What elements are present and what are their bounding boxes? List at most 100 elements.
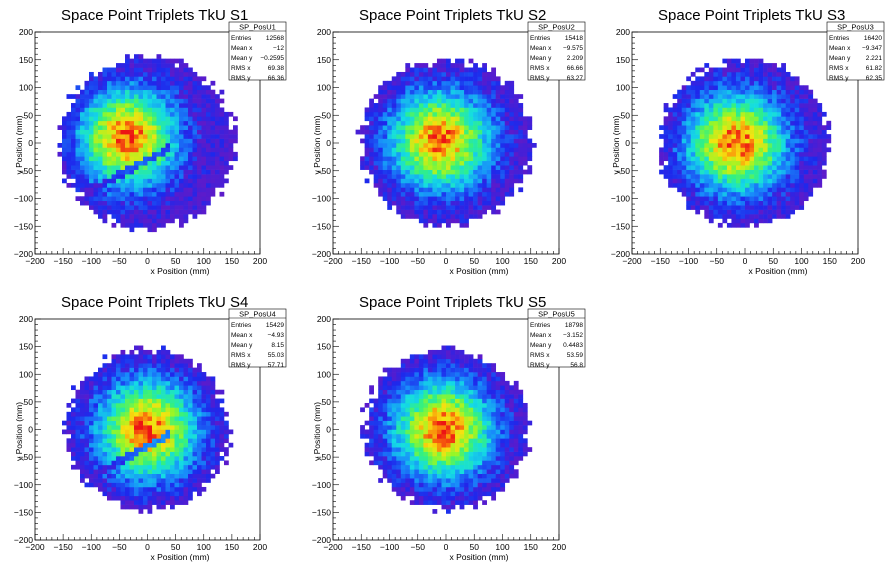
heatmap-cell bbox=[170, 372, 175, 377]
heatmap-cell bbox=[188, 456, 193, 461]
heatmap-cell bbox=[71, 103, 76, 108]
heatmap-cell bbox=[441, 58, 447, 64]
heatmap-cell bbox=[663, 143, 669, 148]
heatmap-cell bbox=[174, 138, 180, 144]
heatmap-cell bbox=[803, 85, 809, 91]
heatmap-cell bbox=[663, 151, 669, 157]
heatmap-cell bbox=[152, 464, 157, 470]
heatmap-cell bbox=[500, 178, 506, 184]
heatmap-cell bbox=[794, 205, 800, 210]
heatmap-cell bbox=[441, 134, 447, 139]
heatmap-cell bbox=[138, 478, 144, 483]
heatmap-cell bbox=[699, 107, 705, 113]
heatmap-cell bbox=[522, 116, 528, 122]
heatmap-cell bbox=[468, 111, 474, 117]
heatmap-cell bbox=[378, 160, 384, 166]
heatmap-cell bbox=[84, 469, 90, 474]
heatmap-cell bbox=[455, 165, 460, 170]
heatmap-cell bbox=[215, 151, 220, 157]
heatmap-cell bbox=[699, 138, 705, 144]
heatmap-cell bbox=[192, 156, 198, 162]
heatmap-cell bbox=[726, 160, 732, 166]
heatmap-cell bbox=[409, 187, 415, 193]
heatmap-cell bbox=[80, 156, 85, 162]
heatmap-cell bbox=[71, 174, 76, 179]
heatmap-cell bbox=[134, 120, 139, 126]
heatmap-cell bbox=[436, 200, 442, 206]
heatmap-cell bbox=[754, 222, 759, 228]
heatmap-cell bbox=[161, 143, 166, 148]
heatmap-cell bbox=[763, 182, 768, 188]
heatmap-cell bbox=[726, 182, 732, 188]
heatmap-cell bbox=[102, 147, 108, 153]
heatmap-cell bbox=[441, 191, 447, 197]
heatmap-cell bbox=[116, 416, 121, 421]
heatmap-cell bbox=[116, 380, 121, 386]
heatmap-cell bbox=[373, 429, 379, 435]
heatmap-cell bbox=[364, 178, 370, 184]
heatmap-cell bbox=[161, 376, 166, 382]
heatmap-cell bbox=[161, 196, 166, 202]
heatmap-cell bbox=[143, 80, 148, 86]
heatmap-cell bbox=[387, 178, 393, 184]
heatmap-cell bbox=[708, 80, 714, 86]
heatmap-cell bbox=[152, 111, 157, 117]
heatmap-cell bbox=[785, 76, 791, 82]
heatmap-cell bbox=[116, 442, 121, 448]
heatmap-cell bbox=[152, 451, 157, 457]
heatmap-cell bbox=[459, 76, 465, 82]
heatmap-cell bbox=[84, 116, 90, 122]
heatmap-cell bbox=[369, 134, 374, 139]
heatmap-cell bbox=[418, 107, 424, 113]
x-tick-label: −150 bbox=[54, 256, 73, 266]
heatmap-cell bbox=[215, 411, 220, 417]
heatmap-cell bbox=[188, 367, 193, 373]
heatmap-cell bbox=[754, 111, 759, 117]
heatmap-cell bbox=[129, 94, 135, 99]
heatmap-cell bbox=[518, 165, 524, 170]
heatmap-cell bbox=[170, 358, 175, 364]
heatmap-cell bbox=[677, 151, 683, 157]
heatmap-cell bbox=[170, 80, 175, 86]
heatmap-cell bbox=[812, 147, 818, 153]
heatmap-cell bbox=[726, 156, 732, 162]
heatmap-cell bbox=[758, 209, 764, 215]
heatmap-cell bbox=[147, 156, 153, 162]
heatmap-cell bbox=[179, 165, 184, 170]
heatmap-cell bbox=[219, 429, 225, 435]
heatmap-cell bbox=[803, 134, 809, 139]
heatmap-cell bbox=[518, 187, 524, 193]
heatmap-cell bbox=[713, 205, 719, 210]
heatmap-cell bbox=[161, 389, 166, 395]
heatmap-cell bbox=[89, 438, 94, 444]
heatmap-cell bbox=[192, 464, 198, 470]
heatmap-cell bbox=[156, 103, 162, 108]
heatmap-cell bbox=[161, 182, 166, 188]
heatmap-cell bbox=[817, 103, 823, 108]
heatmap-cell bbox=[681, 94, 687, 99]
heatmap-cell bbox=[89, 407, 94, 413]
heatmap-cell bbox=[686, 143, 692, 148]
heatmap-cell bbox=[156, 407, 162, 413]
heatmap-cell bbox=[509, 182, 515, 188]
heatmap-cell bbox=[197, 125, 202, 130]
heatmap-cell bbox=[767, 76, 773, 82]
heatmap-cell bbox=[120, 402, 126, 408]
heatmap-cell bbox=[174, 500, 180, 505]
heatmap-cell bbox=[767, 182, 773, 188]
heatmap-cell bbox=[405, 200, 411, 206]
heatmap-cell bbox=[80, 196, 85, 202]
heatmap-cell bbox=[161, 147, 166, 153]
heatmap-cell bbox=[125, 354, 130, 360]
heatmap-cell bbox=[468, 116, 474, 122]
heatmap-cell bbox=[468, 200, 474, 206]
heatmap-cell bbox=[686, 120, 692, 126]
heatmap-cell bbox=[486, 134, 492, 139]
heatmap-cell bbox=[781, 187, 786, 193]
heatmap-cell bbox=[427, 200, 433, 206]
x-tick-label: 200 bbox=[253, 256, 267, 266]
heatmap-cell bbox=[138, 433, 144, 439]
heatmap-cell bbox=[179, 438, 184, 444]
heatmap-cell bbox=[482, 160, 487, 166]
heatmap-cell bbox=[165, 187, 171, 193]
